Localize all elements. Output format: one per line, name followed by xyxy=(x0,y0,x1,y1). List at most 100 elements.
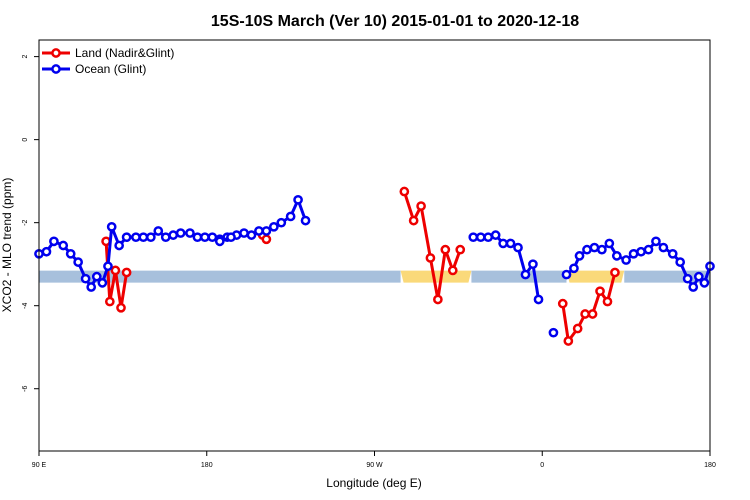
data-point xyxy=(574,251,585,261)
y-tick-label: -4 xyxy=(22,302,29,308)
data-point xyxy=(214,236,225,247)
x-tick-label: 0 xyxy=(540,462,544,469)
legend: Land (Nadir&Glint) Ocean (Glint) xyxy=(42,46,174,76)
data-point xyxy=(688,282,699,292)
ocean-band-segment xyxy=(471,270,567,283)
land-band-segment xyxy=(566,270,625,283)
data-point xyxy=(447,265,458,276)
series-line xyxy=(561,272,617,343)
data-point xyxy=(145,232,156,243)
data-point xyxy=(520,269,531,280)
data-point xyxy=(693,271,704,282)
x-axis: 90 E 180 90 W 0 180 xyxy=(32,451,716,469)
data-point xyxy=(582,244,592,255)
data-point xyxy=(468,232,479,243)
data-point xyxy=(86,282,97,292)
data-point xyxy=(611,251,622,261)
data-point xyxy=(200,232,210,243)
data-point xyxy=(49,236,59,247)
data-point xyxy=(226,232,236,243)
data-point xyxy=(682,273,693,284)
data-point xyxy=(168,230,179,240)
data-point xyxy=(416,201,426,211)
y-tick-label: 0 xyxy=(22,138,29,142)
data-point xyxy=(455,244,466,255)
y-axis: 2 0 -2 -4 -6 xyxy=(22,55,39,392)
band-layer xyxy=(39,270,710,283)
data-point xyxy=(595,286,605,297)
data-point xyxy=(138,232,149,243)
data-point xyxy=(121,267,132,278)
y-tick-label: -6 xyxy=(22,386,29,392)
data-point xyxy=(246,230,257,240)
data-point xyxy=(175,228,186,238)
data-point xyxy=(602,296,613,307)
data-point xyxy=(658,242,669,253)
data-point xyxy=(254,226,264,236)
data-point xyxy=(490,230,501,240)
x-tick-label: 90 E xyxy=(32,462,47,469)
data-point xyxy=(207,232,218,243)
data-point xyxy=(498,238,508,249)
data-point xyxy=(483,232,494,243)
data-point xyxy=(636,246,646,257)
data-point xyxy=(285,211,296,222)
y-tick-label: -2 xyxy=(22,219,29,225)
data-point xyxy=(116,302,126,313)
data-point xyxy=(73,257,83,267)
data-point xyxy=(433,294,443,305)
data-point xyxy=(533,294,544,305)
data-point xyxy=(475,232,486,243)
data-point xyxy=(153,226,164,236)
data-point xyxy=(276,217,287,228)
data-point xyxy=(563,336,574,346)
data-point xyxy=(114,240,124,251)
data-point xyxy=(97,278,108,288)
data-point xyxy=(261,226,272,236)
data-point xyxy=(131,232,141,243)
x-axis-label: Longitude (deg E) xyxy=(326,476,421,490)
data-point xyxy=(41,246,52,257)
data-point xyxy=(80,273,91,284)
data-point xyxy=(192,232,203,243)
data-point xyxy=(513,242,523,253)
series-ocean xyxy=(34,194,715,338)
data-point xyxy=(408,215,419,226)
data-point xyxy=(643,244,654,255)
legend-label: Land (Nadir&Glint) xyxy=(75,46,174,60)
series-line xyxy=(402,191,462,301)
data-point xyxy=(597,244,607,255)
data-point xyxy=(121,232,132,243)
data-point xyxy=(572,323,583,334)
data-point xyxy=(58,240,69,251)
data-point xyxy=(103,261,113,272)
data-point xyxy=(569,263,579,274)
series-land xyxy=(101,186,620,346)
data-point xyxy=(561,269,572,280)
data-point xyxy=(399,186,410,197)
data-point xyxy=(239,228,249,238)
data-point xyxy=(667,248,678,259)
data-point xyxy=(548,327,559,338)
legend-label: Ocean (Glint) xyxy=(75,62,146,76)
data-point xyxy=(104,296,115,307)
x-tick-label: 90 W xyxy=(366,462,383,469)
data-point xyxy=(610,267,620,278)
data-point xyxy=(628,248,639,259)
data-point xyxy=(269,221,279,232)
data-point xyxy=(621,255,631,265)
data-point xyxy=(651,236,661,247)
chart-title: 15S-10S March (Ver 10) 2015-01-01 to 202… xyxy=(211,13,579,30)
data-point xyxy=(699,278,710,288)
data-point xyxy=(580,309,590,319)
data-point xyxy=(604,238,615,249)
data-point xyxy=(91,271,102,282)
x-tick-label: 180 xyxy=(704,462,716,469)
legend-marker xyxy=(51,48,61,58)
x-tick-label: 180 xyxy=(201,462,213,469)
y-tick-label: 2 xyxy=(22,55,29,59)
data-point xyxy=(65,248,76,259)
data-point xyxy=(440,244,451,255)
data-point xyxy=(106,221,117,232)
